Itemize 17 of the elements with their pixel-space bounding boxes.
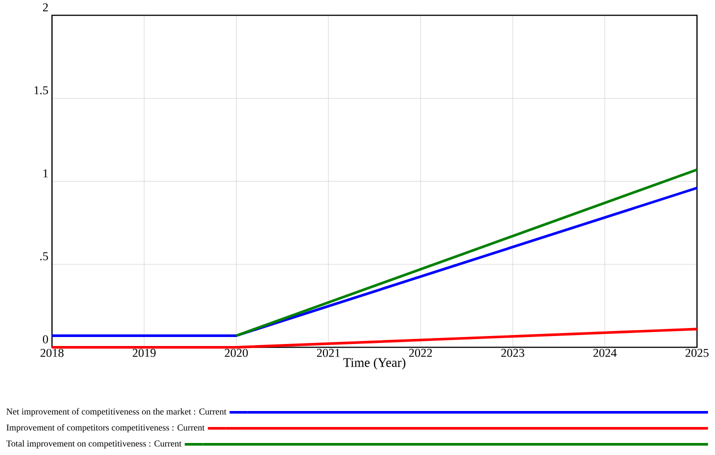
- x-tick-label: 2018: [40, 348, 64, 357]
- x-tick-label: 2022: [409, 348, 432, 357]
- x-axis-title: Time (Year): [343, 358, 406, 370]
- x-tick-label: 2020: [224, 348, 248, 357]
- legend-label: Improvement of competitors competitiveness : Current: [6, 424, 205, 432]
- y-tick-label: .5: [40, 252, 48, 260]
- y-tick-label: 2: [43, 3, 48, 12]
- x-tick-label: 2025: [686, 348, 709, 357]
- legend-label: Net improvement of competitiveness on the market : Current: [6, 408, 226, 416]
- y-tick-label: 1.5: [34, 86, 48, 94]
- y-tick-label: 1: [44, 169, 48, 178]
- x-tick-label: 2021: [316, 348, 340, 357]
- x-tick-label: 2019: [132, 348, 156, 357]
- y-tick-label: 0: [42, 335, 48, 344]
- legend-label: Total improvement on competitiveness : Current: [6, 440, 182, 448]
- x-tick-label: 2024: [593, 348, 617, 357]
- x-tick-label: 2023: [501, 348, 524, 357]
